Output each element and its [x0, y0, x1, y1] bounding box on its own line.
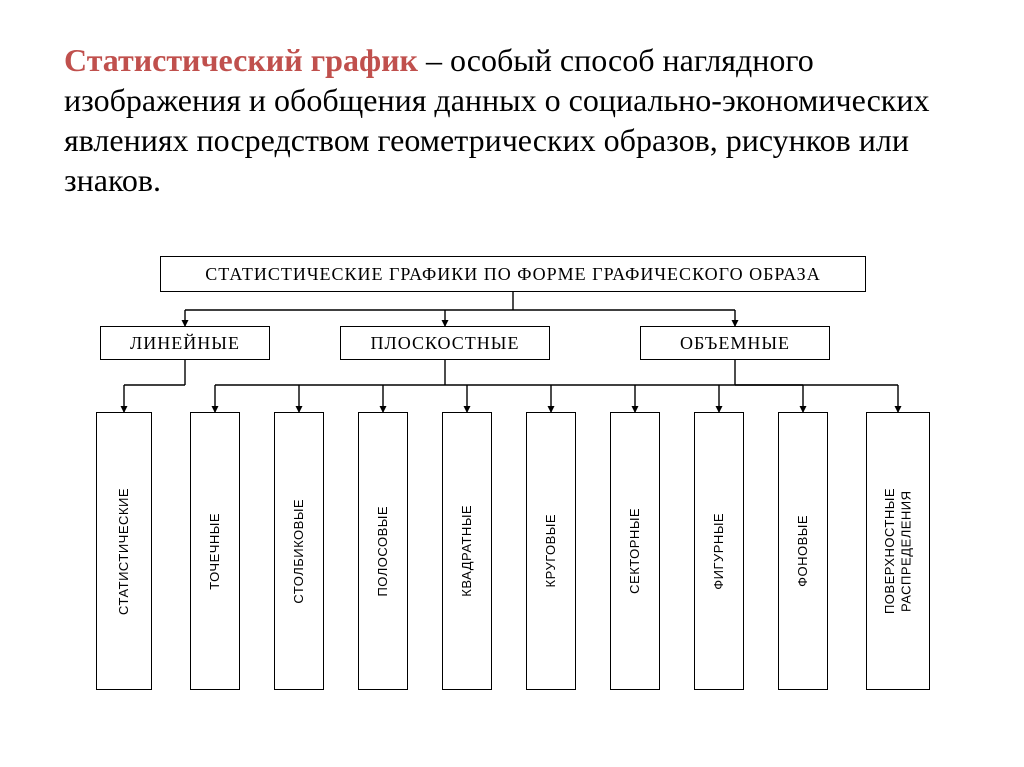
term-text: Статистический график [64, 42, 418, 78]
leaf-statistical-curves: СТАТИСТИЧЕСКИЕ [96, 412, 152, 690]
leaf-point: ТОЧЕЧНЫЕ [190, 412, 240, 690]
leaf-label: ПОЛОСОВЫЕ [375, 506, 391, 597]
top-box: СТАТИСТИЧЕСКИЕ ГРАФИКИ ПО ФОРМЕ ГРАФИЧЕС… [160, 256, 866, 292]
leaf-label: ФОНОВЫЕ [795, 515, 811, 587]
leaf-sector: СЕКТОРНЫЕ [610, 412, 660, 690]
leaf-label: СТОЛБИКОВЫЕ [291, 499, 307, 604]
leaf-label: КРУГОВЫЕ [543, 514, 559, 588]
top-box-label: СТАТИСТИЧЕСКИЕ ГРАФИКИ ПО ФОРМЕ ГРАФИЧЕС… [205, 264, 820, 285]
leaf-strip: ПОЛОСОВЫЕ [358, 412, 408, 690]
leaf-label: ФИГУРНЫЕ [711, 513, 727, 590]
mid-label-linear: ЛИНЕЙНЫЕ [130, 333, 240, 354]
leaf-label: ПОВЕРХНОСТНЫЕ РАСПРЕДЕЛЕНИЯ [882, 488, 915, 614]
leaf-label: КВАДРАТНЫЕ [459, 505, 475, 597]
page-root: Статистический график – особый способ на… [0, 0, 1024, 767]
leaf-square: КВАДРАТНЫЕ [442, 412, 492, 690]
mid-label-volumetric: ОБЪЕМНЫЕ [680, 333, 790, 354]
leaf-surface-distribution: ПОВЕРХНОСТНЫЕ РАСПРЕДЕЛЕНИЯ [866, 412, 930, 690]
leaf-circle: КРУГОВЫЕ [526, 412, 576, 690]
page-heading: Статистический график – особый способ на… [64, 40, 964, 200]
leaf-bar: СТОЛБИКОВЫЕ [274, 412, 324, 690]
mid-box-linear: ЛИНЕЙНЫЕ [100, 326, 270, 360]
leaf-figure: ФИГУРНЫЕ [694, 412, 744, 690]
mid-box-planar: ПЛОСКОСТНЫЕ [340, 326, 550, 360]
mid-box-volumetric: ОБЪЕМНЫЕ [640, 326, 830, 360]
leaf-label: СТАТИСТИЧЕСКИЕ [116, 488, 132, 615]
leaf-label: СЕКТОРНЫЕ [627, 508, 643, 594]
leaf-background: ФОНОВЫЕ [778, 412, 828, 690]
mid-label-planar: ПЛОСКОСТНЫЕ [371, 333, 520, 354]
leaf-label: ТОЧЕЧНЫЕ [207, 513, 223, 590]
